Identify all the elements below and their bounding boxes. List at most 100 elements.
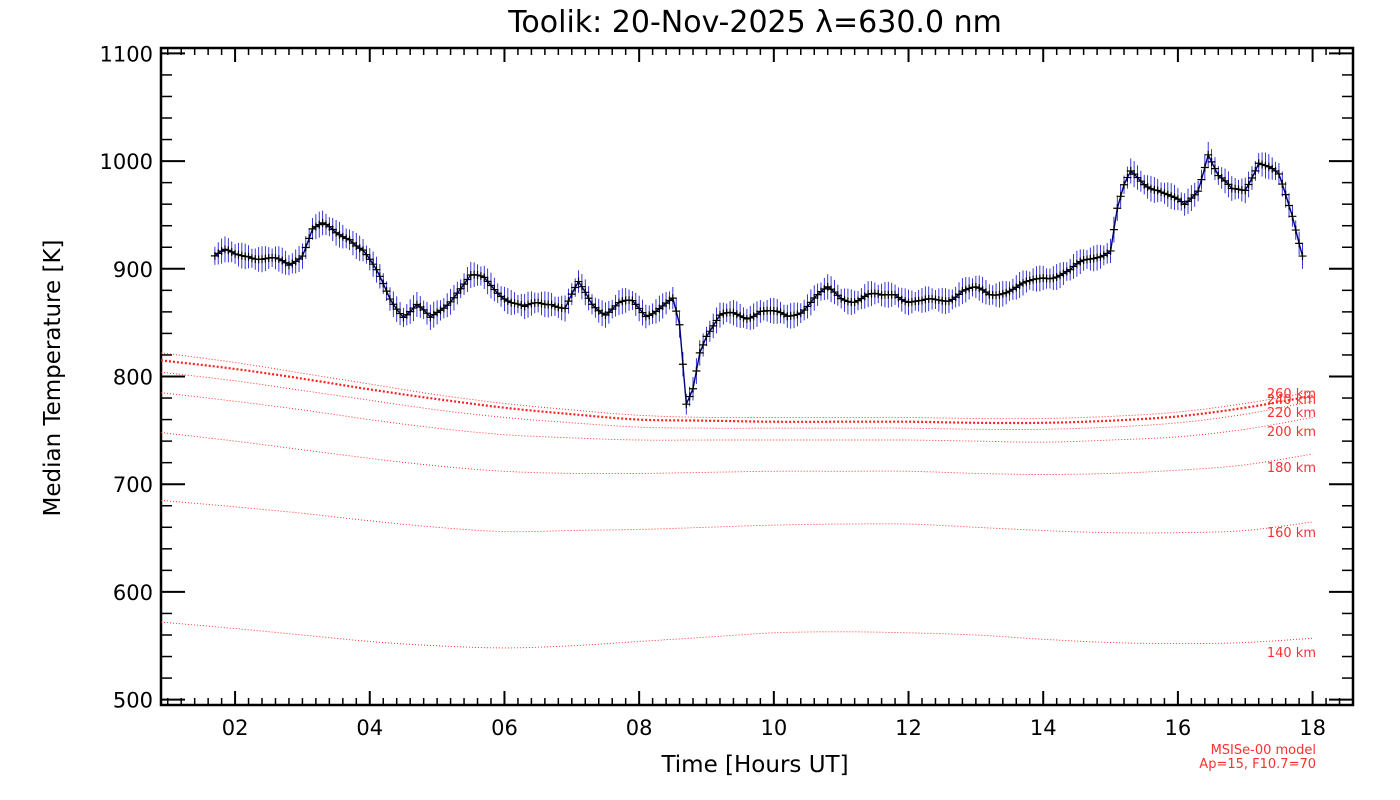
data-point: [854, 296, 863, 305]
data-point: [1022, 277, 1031, 286]
data-point: [793, 310, 802, 319]
data-point: [1210, 164, 1219, 173]
data-point: [453, 289, 462, 298]
data-point: [382, 287, 391, 296]
data-point: [284, 261, 293, 270]
data-point: [675, 320, 684, 329]
data-point: [833, 291, 842, 300]
data-point: [567, 290, 576, 299]
data-point: [524, 300, 533, 309]
data-point: [739, 313, 748, 322]
x-tick-label: 18: [1299, 716, 1326, 740]
data-point: [1224, 180, 1233, 189]
data-point: [709, 321, 718, 330]
model-annotation-name: MSISe-00 model: [1211, 743, 1316, 758]
data-point: [220, 245, 229, 254]
data-point: [837, 294, 846, 303]
data-point: [561, 304, 570, 313]
model-line-160km: [160, 499, 1313, 534]
data-point: [564, 297, 573, 306]
data-point: [433, 308, 442, 317]
y-tick-label: 600: [113, 581, 153, 605]
data-point: [695, 348, 704, 357]
data-point: [1096, 252, 1105, 261]
data-point: [1207, 157, 1216, 166]
data-point: [345, 235, 354, 244]
x-tick-labels: 02 04 06 08 10 12 14 16 18: [222, 716, 1326, 740]
data-point: [500, 295, 509, 304]
measured-line: [214, 152, 1304, 405]
data-point: [1099, 251, 1108, 260]
data-point: [1167, 192, 1176, 201]
x-tick-label: 04: [356, 716, 383, 740]
data-point: [396, 309, 405, 318]
data-point: [1160, 189, 1169, 198]
data-point: [372, 265, 381, 274]
data-point: [850, 298, 859, 307]
data-point: [217, 247, 226, 256]
data-point: [702, 332, 711, 341]
x-tick-label: 08: [626, 716, 653, 740]
axis-ticks: [161, 48, 1354, 705]
x-tick-label: 12: [895, 716, 922, 740]
data-point: [224, 246, 233, 255]
data-point: [678, 360, 687, 369]
data-point: [527, 299, 536, 308]
data-point: [423, 309, 432, 318]
data-point: [1005, 287, 1014, 296]
data-point: [1093, 253, 1102, 262]
data-point: [1059, 269, 1068, 278]
data-point: [934, 296, 943, 305]
y-tick-label: 800: [113, 366, 153, 390]
data-point: [1190, 190, 1199, 199]
altitude-label: 240 km: [1267, 393, 1316, 408]
data-point: [406, 307, 415, 316]
data-point: [1197, 175, 1206, 184]
data-point: [668, 294, 677, 303]
data-point: [1157, 188, 1166, 197]
data-point: [369, 260, 378, 269]
data-point: [328, 225, 337, 234]
data-point: [456, 284, 465, 293]
data-point: [571, 283, 580, 292]
data-point: [843, 297, 852, 306]
data-point: [641, 312, 650, 321]
data-point: [503, 297, 512, 306]
model-line-180km: [160, 432, 1313, 475]
data-point: [1029, 275, 1038, 284]
data-point: [1133, 173, 1142, 182]
data-point: [460, 280, 469, 289]
data-point: [274, 254, 283, 263]
data-point: [338, 232, 347, 241]
data-point: [244, 252, 253, 261]
data-point: [901, 297, 910, 306]
data-point: [712, 316, 721, 325]
data-point: [635, 304, 644, 313]
data-point: [385, 295, 394, 304]
data-point: [480, 273, 489, 282]
data-point: [359, 246, 368, 255]
data-point: [584, 294, 593, 303]
data-point: [1254, 159, 1263, 168]
data-point: [608, 305, 617, 314]
data-point: [419, 305, 428, 314]
data-point: [1150, 185, 1159, 194]
data-point: [234, 250, 243, 259]
data-point: [685, 392, 694, 401]
data-point: [1295, 239, 1304, 248]
data-point: [1076, 257, 1085, 266]
data-point: [1015, 280, 1024, 289]
data-point: [645, 311, 654, 320]
data-point: [1153, 186, 1162, 195]
x-tick-label: 02: [222, 716, 249, 740]
data-point: [486, 281, 495, 290]
data-point: [288, 259, 297, 268]
data-point: [1261, 161, 1270, 170]
data-point: [806, 298, 815, 307]
data-point: [1049, 274, 1058, 283]
data-point: [315, 220, 324, 229]
data-point: [1019, 278, 1028, 287]
data-point: [298, 252, 307, 261]
y-tick-label: 700: [113, 473, 153, 497]
data-point: [520, 302, 529, 311]
